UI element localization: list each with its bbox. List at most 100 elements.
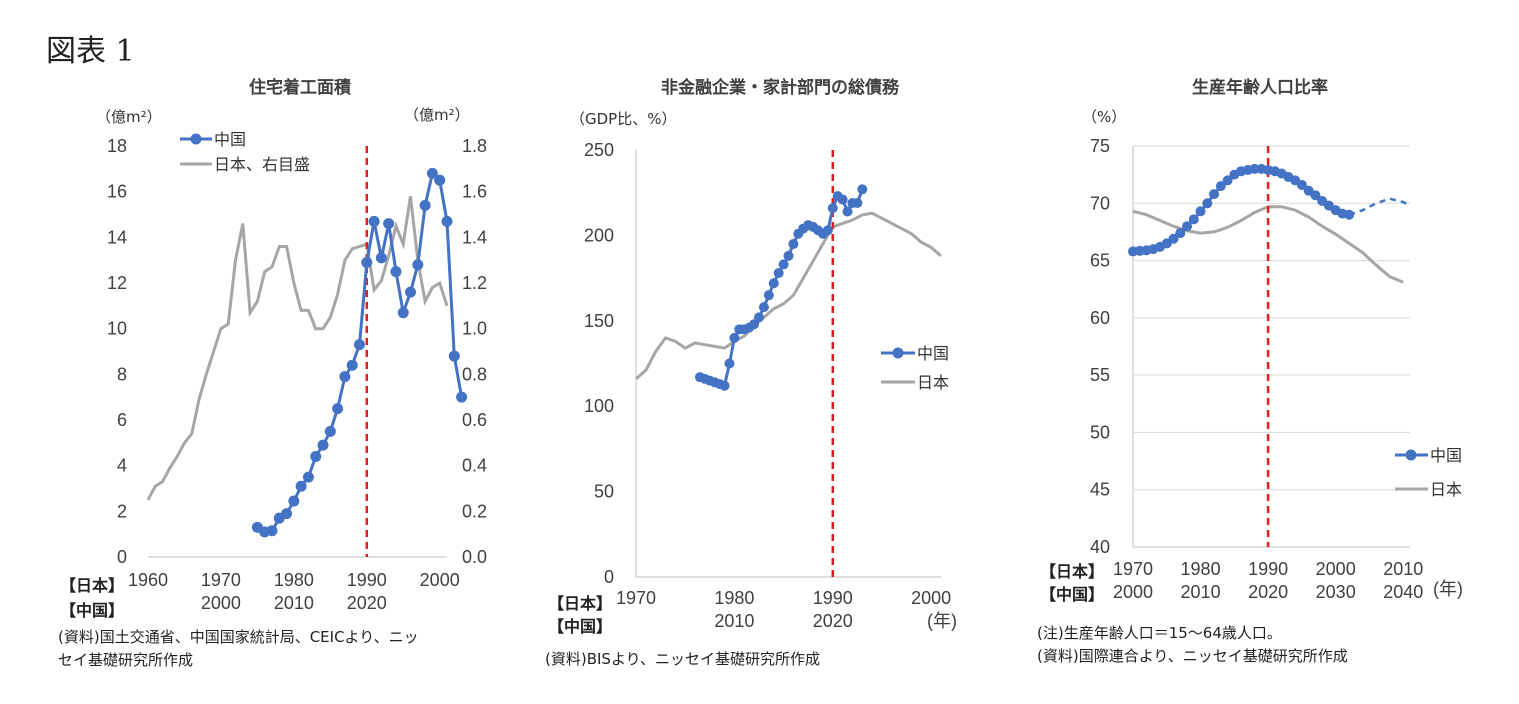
chart1-note-line-2: セイ基礎研究所作成 <box>58 651 194 669</box>
chart1-china-point <box>419 199 431 211</box>
chart2-china-point <box>783 250 794 261</box>
chart1-legend-china-marker <box>190 133 202 145</box>
chart2-note-line-1: (資料)BISより、ニッセイ基礎研究所作成 <box>545 650 821 668</box>
chart3-china-point <box>1215 181 1226 192</box>
chart2-x-tick-label-japan: 2000 <box>911 588 951 608</box>
chart2-y-tick-label: 100 <box>584 396 614 416</box>
chart1-china-point <box>317 439 329 451</box>
chart1-china-point <box>346 359 358 371</box>
chart3-title: 生産年齢人口比率 <box>1192 78 1328 98</box>
chart1-china-point <box>353 339 365 351</box>
chart2-china-point <box>857 184 868 195</box>
chart2-y-tick-label: 200 <box>584 225 614 245</box>
chart2-source-note: (資料)BISより、ニッセイ基礎研究所作成 <box>545 648 965 671</box>
chart1-china-point <box>448 350 460 362</box>
chart2-title: 非金融企業・家計部門の総債務 <box>661 78 899 98</box>
chart3-y-tick-label: 75 <box>1090 136 1110 156</box>
chart1-china-point <box>390 266 402 278</box>
chart1-china-point <box>426 167 438 179</box>
chart3-source-note: (注)生産年齢人口＝15～64歳人口。 (資料)国際連合より、ニッセイ基礎研究所… <box>1037 622 1477 668</box>
chart3-legend-japan-label: 日本 <box>1430 480 1462 499</box>
chart1-y-right-tick-label: 0.8 <box>462 364 487 384</box>
chart1-china-point <box>332 403 344 415</box>
chart3-row-label-china: 【中国】 <box>1040 585 1105 604</box>
chart2-y-tick-label: 0 <box>604 567 614 587</box>
chart3-x-tick-label-china: 2000 <box>1113 582 1153 602</box>
chart1-left-unit: （億m²） <box>96 108 162 126</box>
chart1-china-point <box>375 252 387 264</box>
chart1-china-point <box>456 391 468 403</box>
chart2-china-point <box>852 197 863 208</box>
chart3-legend-china-label: 中国 <box>1430 446 1462 465</box>
chart2-unit: （GDP比、%） <box>570 110 677 128</box>
chart1-y-left-tick-label: 0 <box>117 547 127 567</box>
chart1-right-unit: （億m²） <box>404 106 470 124</box>
chart3-y-tick-label: 70 <box>1090 193 1110 213</box>
chart2-china-point <box>729 332 740 343</box>
chart1-y-left-tick-label: 4 <box>117 456 127 476</box>
chart2-china-point <box>837 194 848 205</box>
chart3-china-point <box>1168 233 1179 244</box>
chart1-note-line-1: (資料)国土交通省、中国国家統計局、CEICより、ニッ <box>58 628 419 646</box>
chart1-china-point <box>288 495 300 507</box>
chart1-y-left-tick-label: 16 <box>107 182 127 202</box>
chart2-y-tick-label: 150 <box>584 311 614 331</box>
chart2-y-tick-label: 250 <box>584 140 614 160</box>
chart1-x-tick-label-china: 2000 <box>201 593 241 613</box>
chart1-y-right-tick-label: 0.2 <box>462 501 487 521</box>
chart3-y-tick-label: 40 <box>1090 537 1110 557</box>
chart1-title: 住宅着工面積 <box>249 78 351 98</box>
chart3-china-point <box>1344 209 1355 220</box>
chart1-china-point <box>397 307 409 319</box>
chart2-china-point <box>763 290 774 301</box>
chart3-year-label: (年) <box>1433 579 1463 599</box>
chart2-china-point <box>773 267 784 278</box>
chart1-china-point <box>310 451 322 463</box>
chart3-x-tick-label-japan: 1980 <box>1181 559 1221 579</box>
chart3-note-line-2: (資料)国際連合より、ニッセイ基礎研究所作成 <box>1037 647 1348 665</box>
chart1-y-right-tick-label: 0.6 <box>462 410 487 430</box>
chart3-y-tick-label: 45 <box>1090 480 1110 500</box>
chart1-china-point <box>405 286 417 298</box>
chart3-china-point <box>1209 189 1220 200</box>
chart3-x-tick-label-china: 2030 <box>1316 582 1356 602</box>
chart3-y-tick-label: 60 <box>1090 308 1110 328</box>
chart1-china-point <box>412 259 424 271</box>
chart3-x-tick-label-china: 2010 <box>1181 582 1221 602</box>
chart2-year-label: (年) <box>927 611 957 631</box>
chart2-x-tick-label-china: 2010 <box>714 611 754 631</box>
chart3-x-tick-label-china: 2020 <box>1248 582 1288 602</box>
chart3-x-tick-label-china: 2040 <box>1383 582 1423 602</box>
chart2-row-label-japan: 【日本】 <box>548 594 613 613</box>
chart2-china-point <box>719 380 730 391</box>
chart1-y-left-tick-label: 8 <box>117 364 127 384</box>
chart1-row-label-japan: 【日本】 <box>60 576 125 595</box>
chart2-china-point <box>724 358 735 369</box>
chart1-china-point <box>434 174 446 186</box>
chart3-x-tick-label-japan: 1990 <box>1248 559 1288 579</box>
chart2-china-point <box>758 302 769 313</box>
chart2-china-point <box>822 225 833 236</box>
chart1-y-left-tick-label: 6 <box>117 410 127 430</box>
chart3-note-line-1: (注)生産年齢人口＝15～64歳人口。 <box>1037 624 1282 642</box>
chart2-china-point <box>768 278 779 289</box>
chart1-y-right-tick-label: 0.0 <box>462 547 487 567</box>
chart3-china-point <box>1175 228 1186 239</box>
chart2-row-label-china: 【中国】 <box>548 617 613 636</box>
chart3-china-projection-line <box>1348 197 1411 216</box>
chart1-y-left-tick-label: 2 <box>117 501 127 521</box>
chart1-y-right-tick-label: 1.4 <box>462 227 487 247</box>
chart2-y-tick-label: 50 <box>594 482 614 502</box>
chart1-china-point <box>266 525 278 537</box>
chart1-china-point <box>441 215 453 227</box>
chart1-china-point <box>339 371 351 383</box>
chart3-china-point <box>1188 214 1199 225</box>
chart1-source-note: (資料)国土交通省、中国国家統計局、CEICより、ニッ セイ基礎研究所作成 <box>58 626 498 672</box>
chart2-china-point <box>788 238 799 249</box>
chart1-legend-china-label: 中国 <box>214 130 246 149</box>
chart1-china-point <box>361 256 373 268</box>
chart3-china-point <box>1182 221 1193 232</box>
chart1-legend-japan-label: 日本、右目盛 <box>214 155 310 174</box>
